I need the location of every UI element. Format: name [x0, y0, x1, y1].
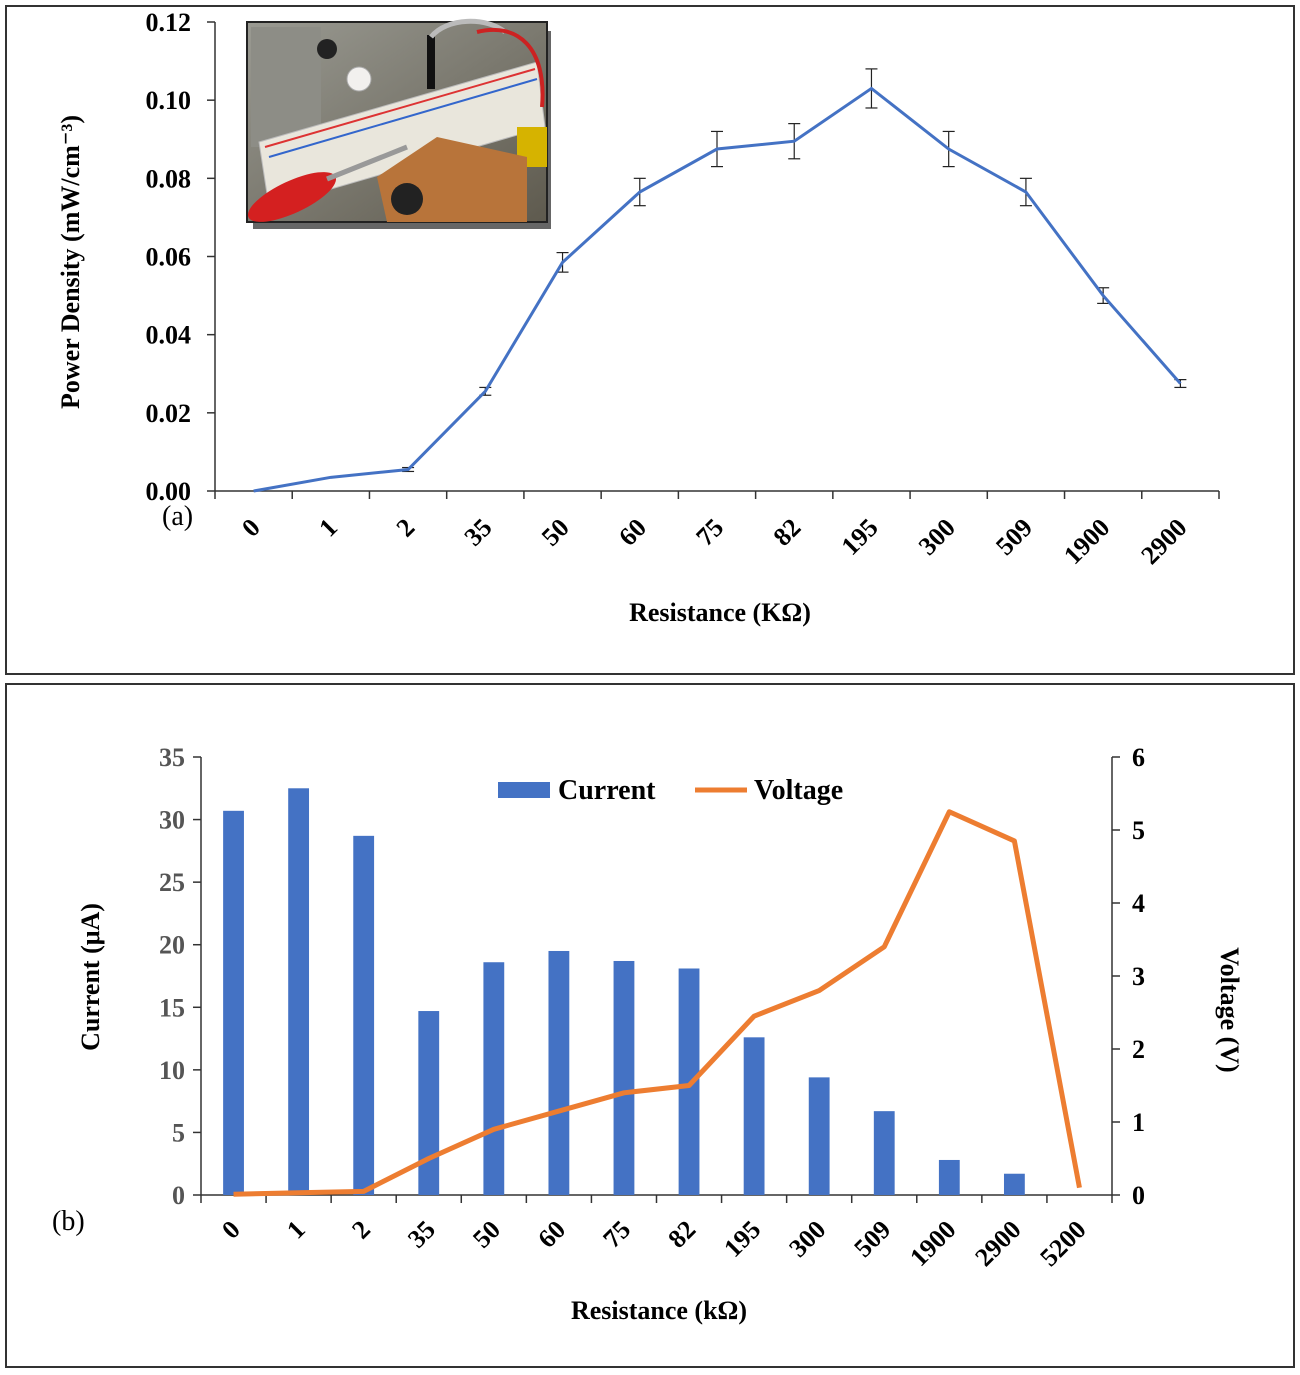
power-density-line — [253, 86, 1182, 493]
x-tick-label: 75 — [690, 513, 729, 552]
breadboard-red-rail — [264, 68, 536, 148]
panel-a: 0.00 0.02 0.04 0.06 0.08 0.10 0.12 0 1 2 35 50 60 75 8… — [5, 5, 1295, 675]
x-axis-title: Resistance (KΩ) — [629, 598, 811, 627]
x-tick-label: 5200 — [1034, 1215, 1091, 1272]
y2-tick-label: 1 — [1132, 1108, 1145, 1137]
x-tick-label: 1 — [313, 513, 343, 543]
x-tick-label: 50 — [467, 1215, 506, 1254]
x-tick-label: 2900 — [969, 1215, 1026, 1272]
legend: Current Voltage — [498, 775, 843, 806]
legend-current-label: Current — [558, 775, 656, 806]
inset-photo — [246, 18, 551, 229]
current-bar — [223, 810, 244, 1195]
x-tick-label: 35 — [459, 513, 498, 552]
panel-b-label: (b) — [52, 1206, 85, 1237]
current-bar — [873, 1111, 895, 1195]
y-tick-label: 0 — [172, 1181, 185, 1210]
x-tick-label: 300 — [913, 513, 961, 561]
x-tick-label: 82 — [662, 1215, 701, 1254]
x-tick-label: 35 — [402, 1215, 441, 1254]
x-tick-label: 60 — [613, 513, 652, 552]
y-tick-label: 0.00 — [146, 477, 192, 506]
x-tick-label: 1900 — [1058, 513, 1115, 570]
panel-a-label: (a) — [162, 501, 193, 532]
x-tick-label: 195 — [718, 1215, 766, 1263]
y2-tick-label: 2 — [1132, 1035, 1145, 1064]
y-tick-label: 10 — [159, 1056, 185, 1085]
led — [346, 66, 372, 92]
breadboard-blue-rail — [268, 78, 538, 158]
x-tick-label: 0 — [216, 1215, 246, 1245]
current-bar — [678, 968, 700, 1195]
x-tick-label: 60 — [532, 1215, 571, 1254]
x-tick-label: 82 — [768, 513, 807, 552]
current-bar — [613, 960, 635, 1195]
current-bar — [483, 962, 505, 1195]
y2-tick-label: 4 — [1132, 889, 1145, 918]
current-bar — [353, 835, 375, 1195]
current-bar — [1003, 1173, 1025, 1195]
x-tick-label: 509 — [848, 1215, 896, 1263]
y-tick-label: 0.04 — [146, 321, 192, 350]
power-density-chart: 0.00 0.02 0.04 0.06 0.08 0.10 0.12 0 1 2 35 50 60 75 8… — [56, 8, 1220, 627]
y-tick-label: 0.08 — [146, 164, 192, 193]
y2-tick-label: 6 — [1132, 743, 1145, 772]
x-axis-title: Resistance (kΩ) — [571, 1296, 747, 1325]
y-tick-label: 0.10 — [146, 86, 192, 115]
x-tick-label: 1 — [281, 1215, 311, 1245]
panel-b: 0 5 10 15 20 25 30 35 0 1 2 3 4 5 6 0 1 2 35 50 60 75 82 195 300… — [5, 683, 1295, 1368]
x-tick-label: 50 — [536, 513, 575, 552]
current-bar — [808, 1077, 830, 1195]
x-tick-label: 195 — [836, 513, 884, 561]
y2-axis-title: Voltage (V) — [1215, 947, 1244, 1072]
y-axis-title: Current (μA) — [76, 903, 105, 1051]
legend-voltage-label: Voltage — [754, 775, 843, 806]
x-tick-label: 509 — [990, 513, 1038, 561]
current-bar — [548, 950, 570, 1195]
legend-current-swatch — [498, 782, 550, 798]
y-tick-label: 15 — [159, 993, 185, 1022]
current-bar — [288, 788, 310, 1195]
y-tick-label: 25 — [159, 868, 185, 897]
y-tick-label: 20 — [159, 931, 185, 960]
y2-tick-label: 5 — [1132, 816, 1145, 845]
y-tick-label: 5 — [172, 1118, 185, 1147]
current-bar — [418, 1011, 440, 1195]
x-tick-label: 0 — [236, 513, 266, 543]
x-tick-label: 1900 — [904, 1215, 961, 1272]
block-hole — [317, 39, 337, 59]
red-wire — [476, 27, 545, 108]
clip-jaw — [326, 144, 408, 182]
x-tick-label: 300 — [783, 1215, 831, 1263]
y-tick-label: 0.06 — [146, 243, 192, 272]
y-tick-label: 0.02 — [146, 399, 192, 428]
inductor — [391, 183, 423, 215]
current-bar — [743, 1037, 765, 1195]
y2-tick-label: 3 — [1132, 962, 1145, 991]
y2-tick-label: 0 — [1132, 1181, 1145, 1210]
current-bar — [938, 1159, 960, 1195]
y-tick-label: 35 — [159, 743, 185, 772]
y-axis-title: Power Density (mW/cm⁻³) — [56, 115, 85, 409]
voltage-line — [233, 809, 1082, 1197]
y-tick-label: 0.12 — [146, 8, 192, 37]
x-tick-label: 2 — [391, 513, 421, 543]
x-tick-label: 2900 — [1135, 513, 1192, 570]
x-tick-label: 75 — [597, 1215, 636, 1254]
red-alligator-clip — [247, 172, 337, 222]
x-tick-label: 2 — [346, 1215, 376, 1245]
y-tick-label: 30 — [159, 806, 185, 835]
